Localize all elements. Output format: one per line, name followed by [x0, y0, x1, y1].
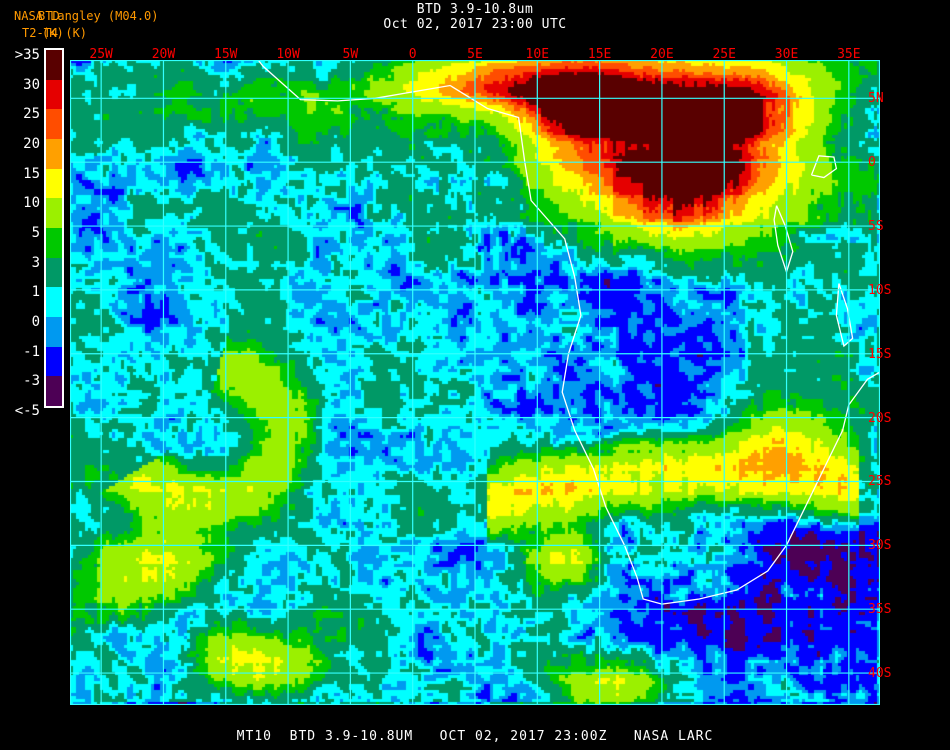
- colorbar-band: [46, 198, 62, 228]
- longitude-axis-label: 5W: [342, 47, 359, 62]
- latitude-axis-label: 10S: [868, 282, 892, 298]
- longitude-axis-label: 25W: [89, 47, 113, 62]
- longitude-axis-label: 20E: [650, 47, 674, 62]
- longitude-axis-label: 15W: [214, 47, 238, 62]
- latitude-axis-label: 40S: [868, 666, 892, 682]
- colorbar-tick-label: 3: [31, 254, 40, 271]
- colorbar-tick-label: -3: [23, 373, 40, 390]
- longitude-axis-label: 0: [408, 47, 417, 62]
- colorbar-band: [46, 109, 62, 139]
- colorbar-tick-label: 5: [31, 225, 40, 241]
- longitude-axis-label: 15E: [587, 47, 612, 62]
- satellite-map[interactable]: [70, 60, 880, 705]
- colorbar-band: [46, 257, 62, 288]
- colorbar-band: [46, 376, 62, 406]
- latitude-axis-label: 30S: [868, 538, 892, 554]
- agency-label: NASA Langley (M04.0): [14, 9, 159, 23]
- product-overlay-label: BTD: [38, 9, 60, 23]
- longitude-axis-label: 30E: [774, 47, 799, 62]
- colorbar-band: [46, 168, 62, 199]
- latitude-axis-label: 5N: [868, 91, 884, 107]
- longitude-axis-label: 10E: [525, 47, 550, 62]
- longitude-axis-label: 10W: [276, 47, 300, 62]
- latitude-axis-label: 15S: [868, 346, 892, 362]
- colorbar-band: [46, 50, 62, 80]
- latlon-grid-overlay: [70, 60, 880, 705]
- coastline-path: [810, 155, 838, 179]
- longitude-axis-label: 20W: [151, 47, 176, 62]
- latitude-axis-label: 0: [868, 155, 876, 171]
- colorbar-tick-label: 1: [31, 284, 40, 301]
- colorbar-tick-labels: >35 30 25 20 15 10 5 3 1 0 -1 -3 <-5: [0, 40, 40, 419]
- colorbar-tick-label: 30: [23, 76, 40, 93]
- colorbar-band: [46, 287, 62, 317]
- latitude-axis-label: 25S: [868, 474, 892, 490]
- colorbar-tick-label: -1: [23, 343, 40, 360]
- colorbar-tick-label: <-5: [14, 403, 40, 419]
- latitude-axis-label: 20S: [868, 410, 892, 426]
- latitude-axis-label: 5S: [868, 219, 884, 235]
- status-bar: MT10 BTD 3.9-10.8UM OCT 02, 2017 23:00Z …: [236, 729, 714, 744]
- page-subtitle: Oct 02, 2017 23:00 UTC: [383, 17, 567, 32]
- latitude-axis-label: 35S: [868, 602, 892, 618]
- longitude-axis-label: 35E: [837, 47, 861, 62]
- colorbar-tick-label: >35: [14, 47, 40, 63]
- colorbar-tick-label: 10: [23, 195, 40, 212]
- colorbar-band: [46, 316, 62, 347]
- colorbar-band: [46, 346, 62, 377]
- longitude-axis-label: 25E: [712, 47, 736, 62]
- colorbar-tick-label: 25: [23, 106, 40, 123]
- colorbar-band: [46, 138, 62, 169]
- map-border: [70, 60, 880, 705]
- colorbar: [44, 48, 64, 408]
- units-label: T2-T4 (K): [22, 26, 88, 40]
- colorbar-tick-label: 15: [23, 165, 40, 182]
- page-title: BTD 3.9-10.8um: [416, 2, 534, 17]
- chart-title-block: BTD 3.9-10.8um Oct 02, 2017 23:00 UTC: [0, 2, 950, 32]
- units-overlay-label: (K): [42, 26, 64, 40]
- colorbar-tick-label: 20: [23, 136, 40, 152]
- colorbar-tick-label: 0: [31, 314, 40, 330]
- longitude-axis-label: 5E: [467, 47, 483, 62]
- coastline-path: [257, 60, 880, 605]
- colorbar-band: [46, 227, 62, 258]
- colorbar-band: [46, 79, 62, 110]
